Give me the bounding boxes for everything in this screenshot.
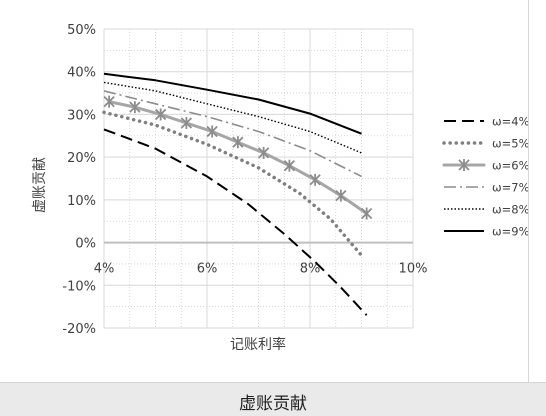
x-axis-title: 记账利率 — [230, 336, 286, 353]
y-tick-label: 50% — [67, 23, 96, 38]
legend-item: ω=8% — [444, 203, 528, 217]
legend-item: ω=7% — [444, 181, 528, 195]
series-marker — [103, 95, 115, 108]
y-axis-title: 虚账贡献 — [32, 157, 48, 213]
figure-caption: 虚账贡献 — [239, 394, 307, 414]
y-tick-label: 20% — [67, 151, 96, 166]
series-marker — [180, 116, 193, 129]
series-line-4 — [103, 90, 362, 178]
series-marker — [258, 146, 270, 159]
series-marker — [361, 207, 373, 220]
legend-label: ω=4% — [492, 115, 528, 129]
y-tick-label: 30% — [67, 108, 96, 123]
y-tick-label: 10% — [67, 194, 96, 209]
series-marker — [335, 189, 347, 202]
series-marker — [232, 136, 244, 149]
caption-bar: 虚账贡献 — [0, 382, 546, 416]
series-marker — [309, 173, 321, 186]
series-line-1 — [103, 128, 368, 316]
legend-label: ω=5% — [492, 137, 528, 151]
series-lines — [102, 72, 373, 316]
legend: ω=4% ω=5% ω=6% ω=7% ω=8% ω=9% — [442, 115, 528, 239]
series-line-6 — [103, 72, 362, 135]
y-tick-label: 40% — [67, 66, 96, 81]
series-line-5 — [103, 81, 362, 154]
grid-lines — [103, 28, 414, 329]
series-marker — [155, 108, 167, 121]
x-tick-label: 4% — [94, 262, 115, 277]
legend-label: ω=9% — [492, 225, 528, 239]
x-tick-label: 6% — [197, 262, 218, 277]
series-marker — [129, 101, 141, 114]
y-tick-label: 0% — [75, 237, 96, 252]
series-marker — [283, 159, 296, 172]
legend-item: ω=6% — [442, 159, 528, 173]
legend-label: ω=6% — [492, 159, 528, 173]
y-tick-label: -20% — [62, 322, 96, 337]
legend-item: ω=9% — [444, 225, 528, 239]
series-marker — [206, 125, 218, 138]
legend-label: ω=8% — [492, 203, 528, 217]
y-tick-label: -10% — [62, 279, 96, 294]
legend-item: ω=5% — [442, 137, 528, 151]
legend-item: ω=4% — [444, 115, 528, 129]
x-tick-label: 10% — [399, 262, 428, 277]
series-marker — [458, 159, 470, 171]
x-tick-label: 8% — [300, 262, 321, 277]
chart-area: 50% 40% 30% 20% 10% 0% -10% -20% 4% 6% 8% 10% ω=4% ω… — [32, 0, 546, 382]
line-chart: 50%40%30%20%10%0%-10%-20%4% 6% 8% 10% ω=4%ω… — [32, 23, 528, 353]
series-line-2 — [102, 110, 364, 258]
axes: 50% 40% 30% 20% 10% 0% -10% -20% 4% 6% 8% 10% — [62, 23, 427, 337]
window-edge — [528, 0, 546, 382]
legend-label: ω=7% — [492, 181, 528, 195]
